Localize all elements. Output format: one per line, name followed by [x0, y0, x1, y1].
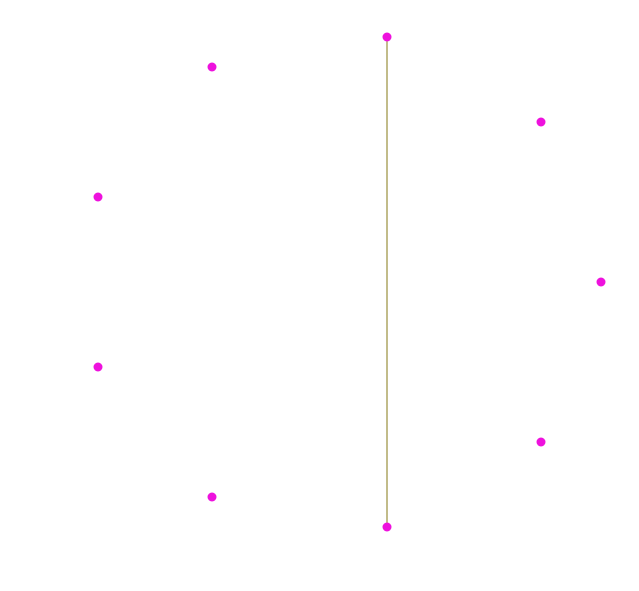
point-p8	[207, 492, 217, 502]
point-p3	[93, 192, 103, 202]
point-p2	[536, 117, 546, 127]
point-p1	[207, 62, 217, 72]
points-layer	[93, 32, 606, 532]
point-p0	[382, 32, 392, 42]
point-p4	[596, 277, 606, 287]
point-p5	[382, 522, 392, 532]
point-p6	[93, 362, 103, 372]
point-p7	[536, 437, 546, 447]
